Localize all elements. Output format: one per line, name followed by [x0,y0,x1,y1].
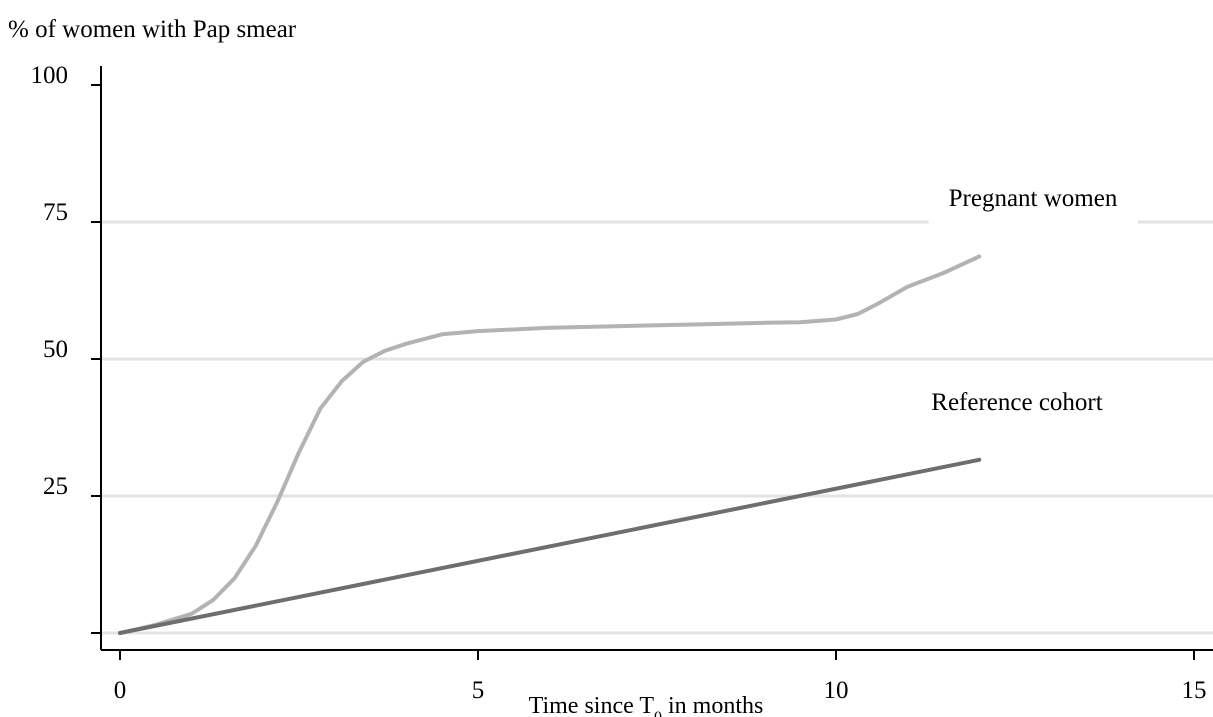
x-tick-label-15: 15 [1182,677,1207,704]
y-axis-label: % of women with Pap smear [8,16,297,43]
x-tick-label-5: 5 [472,677,485,704]
series-label-backing [928,218,1138,226]
y-tick-label-75: 75 [43,199,68,226]
series-line-1 [118,457,982,635]
y-tick-label-25: 25 [43,473,68,500]
x-tick-label-0: 0 [114,677,127,704]
series-label-pregnant-women: Pregnant women [949,185,1118,212]
x-axis-label-prefix: Time since T [529,693,655,717]
x-axis-label: Time since T0 in months [529,693,764,717]
axes: 25 50 75 100 0 5 10 15 [31,62,1213,704]
series-line-0 [118,254,982,635]
x-axis-label-suffix: in months [662,693,763,717]
series-label-reference-cohort: Reference cohort [931,389,1102,416]
y-tick-label-50: 50 [43,336,68,363]
gridlines [101,220,1213,635]
series-lines [118,254,982,635]
y-tick-label-100: 100 [31,62,69,89]
x-tick-label-10: 10 [824,677,849,704]
series-labels: Pregnant women Reference cohort [928,185,1138,416]
x-axis-label-subscript: 0 [654,709,662,717]
